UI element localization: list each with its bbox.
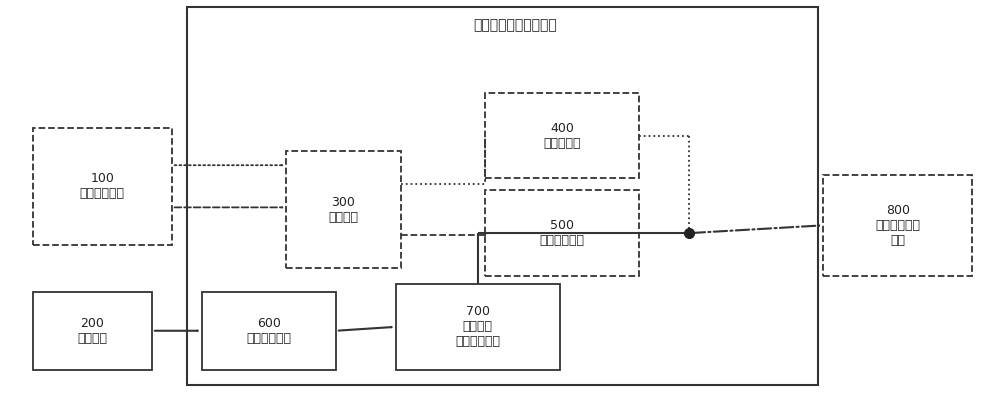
Text: 300
电源模块: 300 电源模块: [328, 196, 358, 224]
Bar: [396, 284, 560, 370]
Bar: [485, 93, 639, 179]
Bar: [202, 292, 336, 370]
Text: 100
车载供电电源: 100 车载供电电源: [80, 172, 125, 200]
Bar: [286, 151, 401, 268]
Text: 800
车身线控执行
单元: 800 车身线控执行 单元: [875, 204, 920, 247]
Bar: [485, 190, 639, 276]
Text: 600
备用电源单元: 600 备用电源单元: [246, 317, 291, 345]
Bar: [187, 7, 818, 385]
Bar: [33, 128, 172, 245]
Text: 700
安全冗余
线控执行单元: 700 安全冗余 线控执行单元: [455, 305, 500, 348]
Bar: [823, 175, 972, 276]
Bar: [33, 292, 152, 370]
Text: 400
主控制单元: 400 主控制单元: [543, 122, 581, 150]
Text: 200
点火系统: 200 点火系统: [77, 317, 107, 345]
Text: 自动驾驶冗余供电系统: 自动驾驶冗余供电系统: [473, 18, 557, 32]
Text: 500
安全控制单元: 500 安全控制单元: [540, 219, 585, 247]
